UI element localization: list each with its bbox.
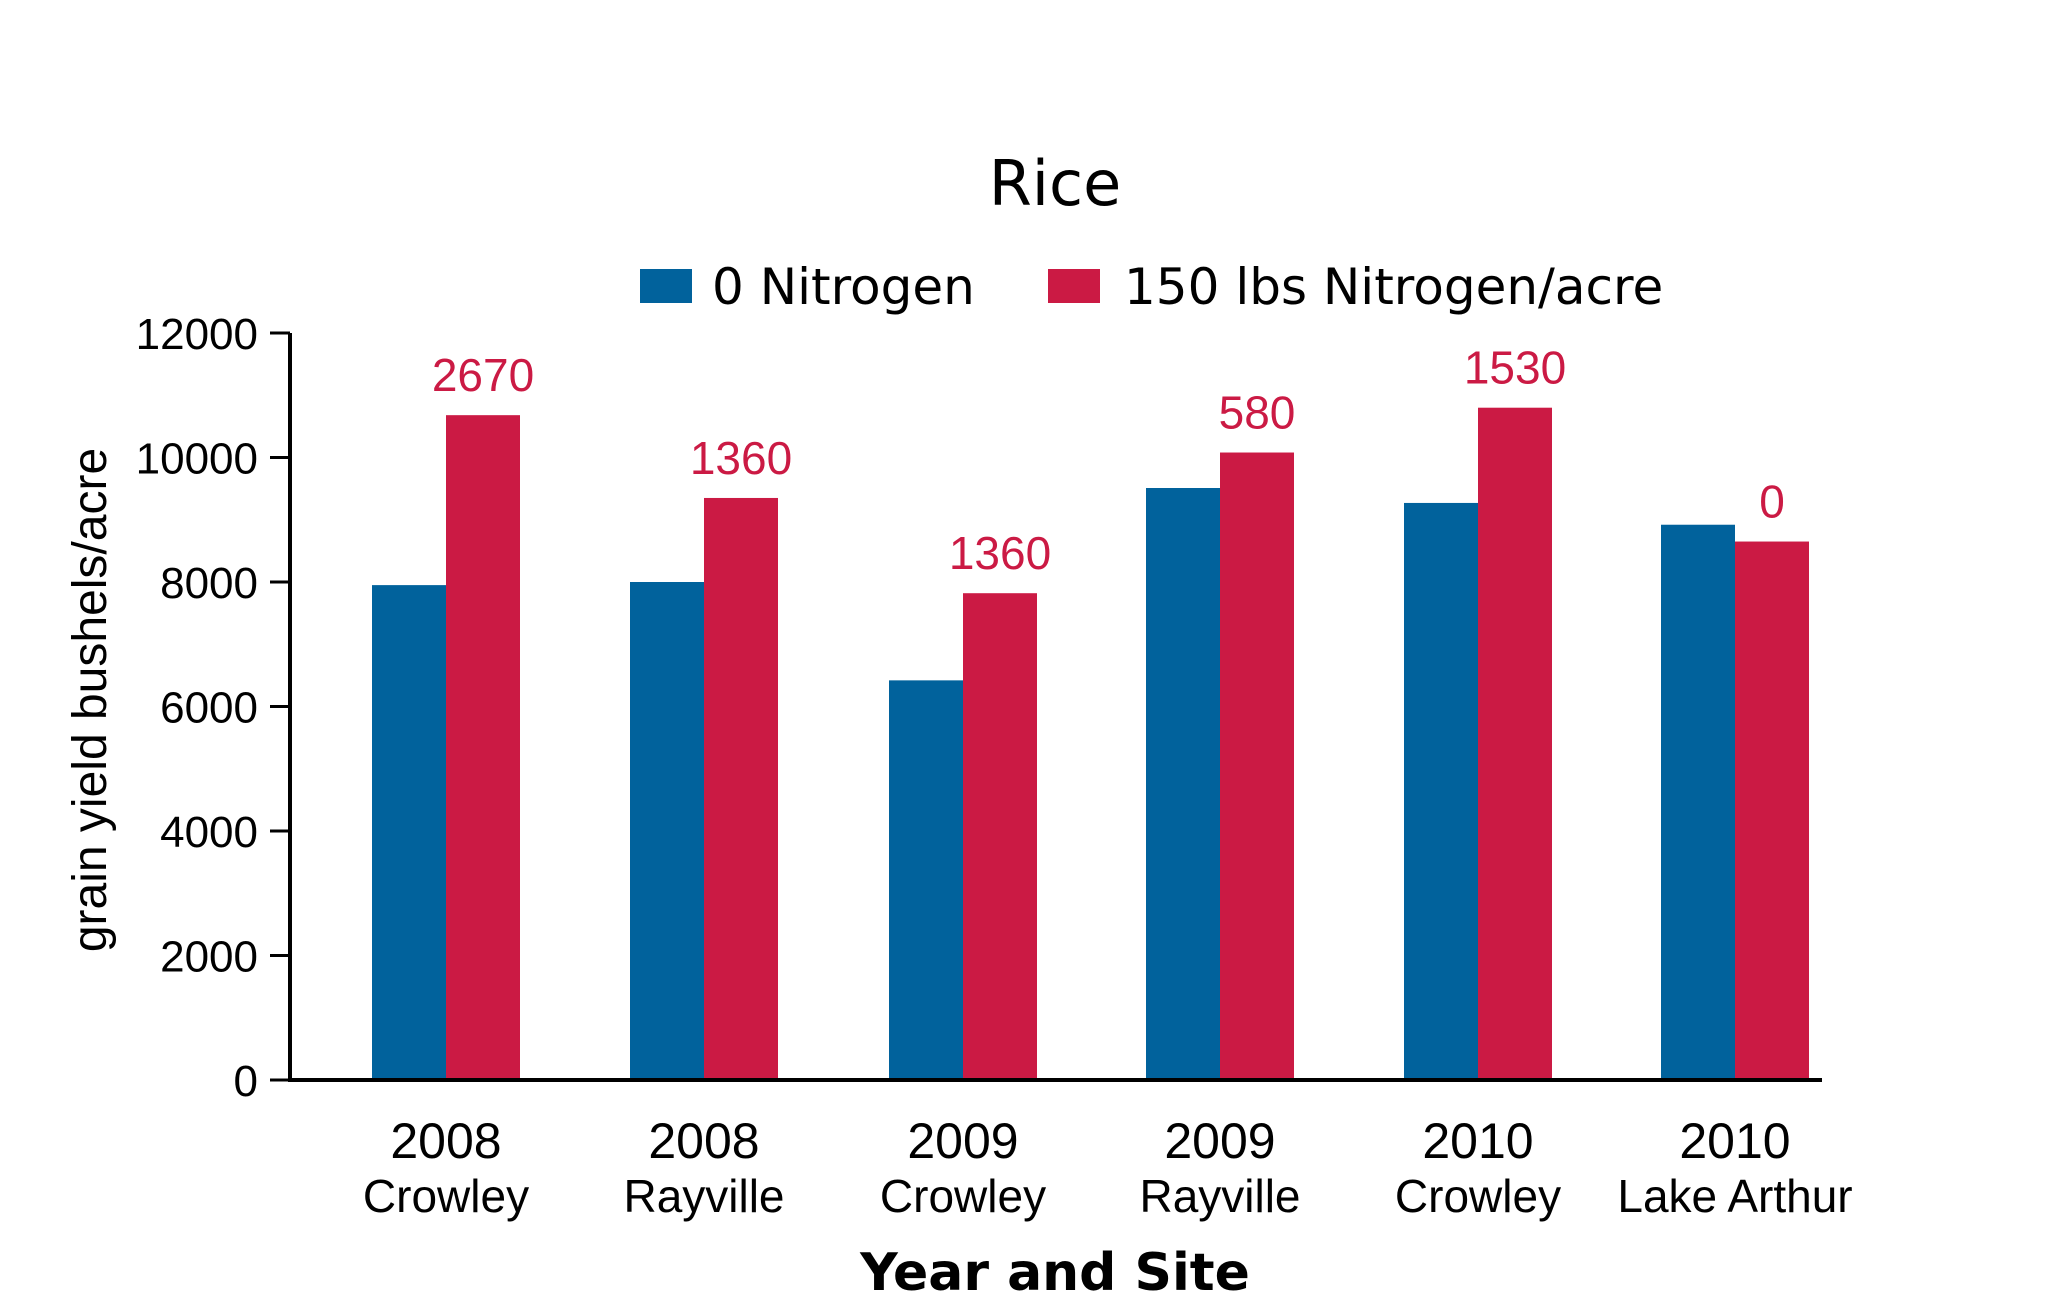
y-tick-label: 4000 xyxy=(160,808,258,857)
bar-0-nitrogen-0 xyxy=(372,585,446,1080)
legend-swatch-0-nitrogen xyxy=(640,269,692,303)
data-label-1: 1360 xyxy=(690,432,792,484)
x-axis-label: Year and Site xyxy=(859,1243,1250,1303)
x-tick-year: 2009 xyxy=(907,1113,1018,1169)
bar-0-nitrogen-3 xyxy=(1146,488,1220,1080)
y-tick-label: 6000 xyxy=(160,684,258,733)
y-axis-label: grain yield bushels/acre xyxy=(64,448,117,952)
data-label-0: 2670 xyxy=(432,349,534,401)
y-axis: 0 2000 4000 6000 8000 10000 12000 xyxy=(136,310,292,1106)
bar-0-nitrogen-1 xyxy=(630,582,704,1080)
y-tick-label: 2000 xyxy=(160,933,258,982)
x-tick-year: 2010 xyxy=(1679,1113,1790,1169)
bars xyxy=(372,407,1809,1080)
x-tick-year: 2010 xyxy=(1422,1113,1533,1169)
data-label-5: 0 xyxy=(1759,476,1785,528)
legend: 0 Nitrogen 150 lbs Nitrogen/acre xyxy=(640,258,1663,316)
x-tick-site: Crowley xyxy=(1395,1170,1561,1222)
x-tick-year: 2008 xyxy=(390,1113,501,1169)
data-label-2: 1360 xyxy=(949,527,1051,579)
bar-0-nitrogen-2 xyxy=(889,680,963,1080)
y-tick-label: 12000 xyxy=(136,310,258,359)
chart-title: Rice xyxy=(989,147,1122,220)
x-axis: 2008Crowley2008Rayville2009Crowley2009Ra… xyxy=(288,1078,1853,1222)
x-tick-site: Crowley xyxy=(880,1170,1046,1222)
bar-0-nitrogen-4 xyxy=(1404,502,1478,1080)
legend-swatch-150-nitrogen xyxy=(1048,269,1100,303)
bar-0-nitrogen-5 xyxy=(1661,524,1735,1080)
legend-label-150-nitrogen: 150 lbs Nitrogen/acre xyxy=(1124,258,1663,316)
y-tick-label: 0 xyxy=(234,1057,258,1106)
data-labels: 2670 1360 1360 580 1530 0 xyxy=(432,342,1785,580)
x-tick-site: Rayville xyxy=(623,1170,784,1222)
x-tick-site: Crowley xyxy=(363,1170,529,1222)
bar-150-nitrogen-5 xyxy=(1735,541,1809,1080)
bar-150-nitrogen-0 xyxy=(446,415,520,1080)
y-tick-label: 10000 xyxy=(136,435,258,484)
bar-150-nitrogen-2 xyxy=(963,593,1037,1080)
bar-150-nitrogen-1 xyxy=(704,497,778,1080)
x-tick-site: Rayville xyxy=(1139,1170,1300,1222)
x-tick-site: Lake Arthur xyxy=(1617,1170,1852,1222)
bar-150-nitrogen-3 xyxy=(1220,452,1294,1080)
bar-150-nitrogen-4 xyxy=(1478,407,1552,1080)
y-tick-label: 8000 xyxy=(160,559,258,608)
data-label-3: 580 xyxy=(1219,387,1296,439)
x-tick-year: 2008 xyxy=(648,1113,759,1169)
data-label-4: 1530 xyxy=(1464,342,1566,394)
x-tick-year: 2009 xyxy=(1164,1113,1275,1169)
legend-label-0-nitrogen: 0 Nitrogen xyxy=(712,258,975,316)
